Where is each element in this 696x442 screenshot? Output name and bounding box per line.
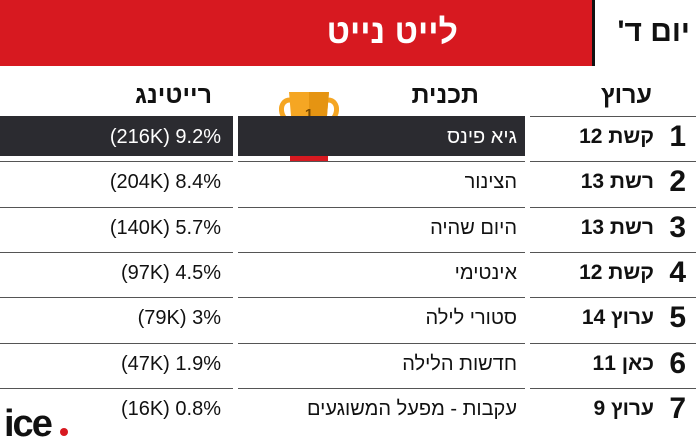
channel-cell: קשת 12 4 xyxy=(530,251,696,292)
rank-number: 2 xyxy=(669,165,686,199)
show-name: סטורי לילה xyxy=(425,307,517,330)
table-row: (97K) 4.5% אינטימי קשת 12 4 xyxy=(0,251,696,292)
show-name: הצינור xyxy=(464,171,517,194)
table-row: (47K) 1.9% חדשות הלילה כאן 11 6 xyxy=(0,342,696,383)
channel-name: רשת 13 xyxy=(580,170,654,194)
show-cell: הצינור xyxy=(238,161,525,201)
rank-number: 5 xyxy=(669,301,686,335)
page-title: לייט נייט xyxy=(326,13,458,51)
channel-cell: רשת 13 2 xyxy=(530,161,696,201)
day-label: יום ד' xyxy=(617,15,690,48)
rating-value: (216K) 9.2% xyxy=(109,126,221,148)
rating-cell: (204K) 8.4% xyxy=(0,161,233,201)
logo-text: ice xyxy=(4,403,52,440)
show-cell: חדשות הלילה xyxy=(238,342,525,383)
table-row: (140K) 5.7% היום שהיה רשת 13 3 xyxy=(0,206,696,247)
header-day-tag: יום ד' xyxy=(592,0,696,66)
rating-value: (140K) 5.7% xyxy=(109,216,221,239)
channel-name: קשת 12 xyxy=(579,125,654,148)
column-header-channel: ערוץ xyxy=(600,81,652,109)
table-row: (204K) 8.4% הצינור רשת 13 2 xyxy=(0,161,696,201)
show-name: עקבות - מפעל המשוגעים xyxy=(307,397,517,420)
channel-name: קשת 12 xyxy=(579,260,654,284)
show-name: אינטימי xyxy=(454,261,517,284)
show-cell: היום שהיה xyxy=(238,206,525,247)
rating-cell: (47K) 1.9% xyxy=(0,342,233,383)
rating-value: (204K) 8.4% xyxy=(109,171,221,194)
rank-number: 4 xyxy=(669,255,686,289)
header-title-banner: לייט נייט xyxy=(0,0,592,66)
rating-cell: (216K) 9.2% xyxy=(0,116,233,156)
rank-number: 6 xyxy=(669,346,686,380)
show-name: היום שהיה xyxy=(430,216,517,239)
ice-logo: ice xyxy=(4,403,68,440)
channel-cell: כאן 11 6 xyxy=(530,342,696,383)
rating-cell: (79K) 3% xyxy=(0,297,233,337)
rank-number: 3 xyxy=(669,210,686,244)
header-bar: לייט נייט יום ד' xyxy=(0,0,696,66)
rating-value: (97K) 4.5% xyxy=(120,261,221,284)
table-row: (16K) 0.8% עקבות - מפעל המשוגעים ערוץ 9 7 xyxy=(0,387,696,428)
table-row: (79K) 3% סטורי לילה ערוץ 14 5 xyxy=(0,297,696,337)
show-name: חדשות הלילה xyxy=(402,352,517,375)
channel-cell: ערוץ 9 7 xyxy=(530,387,696,428)
channel-name: ערוץ 14 xyxy=(581,306,654,330)
rating-value: (79K) 3% xyxy=(137,307,221,330)
column-header-show: תכנית xyxy=(411,81,479,109)
rating-value: (47K) 1.9% xyxy=(120,352,221,375)
show-cell: אינטימי xyxy=(238,251,525,292)
rank-number: 1 xyxy=(669,120,686,153)
show-cell: עקבות - מפעל המשוגעים xyxy=(238,387,525,428)
channel-name: רשת 13 xyxy=(580,215,654,239)
channel-name: ערוץ 9 xyxy=(593,396,654,420)
rating-cell: (97K) 4.5% xyxy=(0,251,233,292)
channel-name: כאן 11 xyxy=(592,351,654,375)
channel-cell: רשת 13 3 xyxy=(530,206,696,247)
table-row: (216K) 9.2% גיא פינס קשת 12 1 xyxy=(0,116,696,156)
show-name: גיא פינס xyxy=(446,126,517,148)
channel-cell: קשת 12 1 xyxy=(530,116,696,156)
trophy-label: 1 xyxy=(305,106,313,123)
rank-number: 7 xyxy=(669,391,686,425)
show-cell: סטורי לילה xyxy=(238,297,525,337)
channel-cell: ערוץ 14 5 xyxy=(530,297,696,337)
rating-cell: (140K) 5.7% xyxy=(0,206,233,247)
show-cell: גיא פינס xyxy=(238,116,525,156)
rating-cell: (16K) 0.8% xyxy=(0,387,233,428)
column-header-rating: רייטינג xyxy=(135,81,212,109)
rating-value: (16K) 0.8% xyxy=(120,397,221,420)
